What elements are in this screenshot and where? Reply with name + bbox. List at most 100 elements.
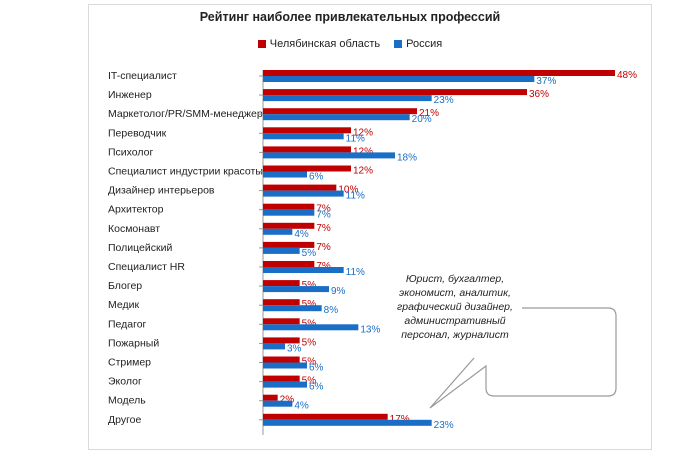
legend: Челябинская область Россия: [0, 38, 700, 50]
bar-chelyabinsk: [263, 70, 615, 76]
bar-russia: [263, 95, 432, 102]
data-label-chelyabinsk: 7%: [316, 242, 331, 253]
legend-label-russia: Россия: [406, 38, 443, 50]
data-label-russia: 11%: [346, 191, 365, 202]
bar-chelyabinsk: [263, 146, 351, 153]
category-label: Медик: [108, 299, 139, 311]
data-label-chelyabinsk: 5%: [302, 299, 317, 310]
bar-chelyabinsk: [263, 318, 300, 325]
data-label-chelyabinsk: 10%: [338, 185, 358, 196]
data-label-russia: 9%: [331, 286, 346, 297]
category-label: IT-специалист: [108, 70, 177, 82]
legend-item-chelyabinsk: Челябинская область: [257, 38, 381, 50]
category-label: Специалист HR: [108, 261, 185, 273]
bar-russia: [263, 381, 307, 388]
category-label: Дизайнер интерьеров: [108, 185, 215, 197]
legend-swatch-russia: [394, 40, 403, 48]
category-label: Пожарный: [108, 337, 159, 349]
callout-annotation: Юрист, бухгалтер, экономист, аналитик, г…: [397, 273, 513, 341]
bar-chelyabinsk: [263, 261, 315, 267]
category-label: Эколог: [108, 376, 142, 388]
data-label-chelyabinsk: 7%: [316, 261, 331, 272]
bar-chelyabinsk: [263, 89, 527, 96]
category-label: Инженер: [108, 89, 152, 101]
bar-chelyabinsk: [263, 280, 300, 287]
bar-chelyabinsk: [263, 108, 417, 115]
data-label-russia: 20%: [412, 114, 432, 125]
data-label-chelyabinsk: 5%: [302, 318, 317, 329]
bar-russia: [263, 343, 285, 350]
data-label-chelyabinsk: 12%: [353, 166, 373, 177]
bar-russia: [263, 152, 395, 159]
bar-russia: [263, 133, 344, 140]
bar-chelyabinsk: [263, 413, 388, 420]
data-label-chelyabinsk: 36%: [529, 89, 549, 100]
bar-russia: [263, 362, 307, 369]
legend-swatch-chelyabinsk: [257, 40, 266, 48]
data-label-chelyabinsk: 7%: [316, 204, 331, 215]
data-label-chelyabinsk: 5%: [302, 376, 317, 387]
category-label: Космонавт: [108, 223, 160, 235]
bar-russia: [263, 267, 344, 273]
bar-chelyabinsk: [263, 203, 315, 210]
data-label-chelyabinsk: 5%: [302, 357, 317, 368]
chart-title: Рейтинг наиболее привлекательных професс…: [199, 10, 501, 24]
data-label-chelyabinsk: 5%: [302, 280, 317, 291]
bar-russia: [263, 171, 307, 178]
data-label-chelyabinsk: 48%: [617, 70, 637, 81]
bar-chelyabinsk: [263, 241, 315, 248]
bar-chelyabinsk: [263, 165, 351, 172]
data-label-chelyabinsk: 12%: [353, 146, 373, 157]
category-label: Архитектор: [108, 204, 164, 216]
data-label-chelyabinsk: 12%: [353, 127, 373, 138]
bar-chelyabinsk: [263, 222, 315, 229]
data-label-russia: 11%: [346, 267, 365, 278]
category-label: Педагог: [108, 318, 147, 330]
data-label-russia: 7%: [316, 210, 331, 221]
bar-russia: [263, 190, 344, 197]
data-label-russia: 5%: [302, 248, 317, 259]
data-label-russia: 13%: [360, 324, 380, 335]
bar-chelyabinsk: [263, 356, 300, 363]
category-label: Специалист индустрии красоты: [108, 166, 263, 178]
data-label-russia: 23%: [434, 95, 454, 106]
data-label-chelyabinsk: 7%: [316, 223, 331, 234]
category-label: Стример: [108, 357, 151, 369]
bar-russia: [263, 419, 432, 426]
category-label: Блогер: [108, 280, 142, 292]
data-label-chelyabinsk: 5%: [302, 337, 317, 348]
data-label-chelyabinsk: 2%: [280, 395, 295, 406]
bar-chelyabinsk: [263, 184, 337, 191]
data-label-chelyabinsk: 17%: [390, 414, 410, 425]
category-label: Полицейский: [108, 242, 172, 254]
category-label: Психолог: [108, 146, 153, 158]
data-label-russia: 37%: [536, 76, 556, 87]
data-label-russia: 6%: [309, 363, 324, 374]
bar-russia: [263, 209, 315, 216]
legend-item-russia: Россия: [394, 38, 442, 50]
bar-chelyabinsk: [263, 127, 351, 134]
data-label-russia: 23%: [434, 420, 454, 431]
data-label-russia: 18%: [397, 152, 417, 163]
category-label: Маркетолог/PR/SMM-менеджер: [108, 108, 263, 120]
data-label-russia: 6%: [309, 382, 324, 393]
data-label-chelyabinsk: 21%: [419, 108, 439, 119]
bar-russia: [263, 324, 359, 331]
data-label-russia: 8%: [324, 305, 339, 316]
bar-chelyabinsk: [263, 375, 300, 382]
callout-bubble: [429, 307, 617, 409]
data-label-russia: 11%: [346, 133, 365, 144]
bar-chelyabinsk: [263, 337, 300, 344]
bar-russia: [263, 305, 322, 312]
legend-label-chelyabinsk: Челябинская область: [269, 38, 381, 50]
bar-russia: [263, 286, 329, 293]
category-label: Другое: [108, 414, 142, 426]
category-label: Переводчик: [108, 127, 167, 139]
data-label-russia: 3%: [287, 343, 302, 354]
category-label: Модель: [108, 395, 146, 407]
data-label-russia: 4%: [294, 401, 309, 412]
data-label-russia: 6%: [309, 172, 324, 183]
bar-russia: [263, 228, 293, 235]
bar-russia: [263, 400, 293, 407]
